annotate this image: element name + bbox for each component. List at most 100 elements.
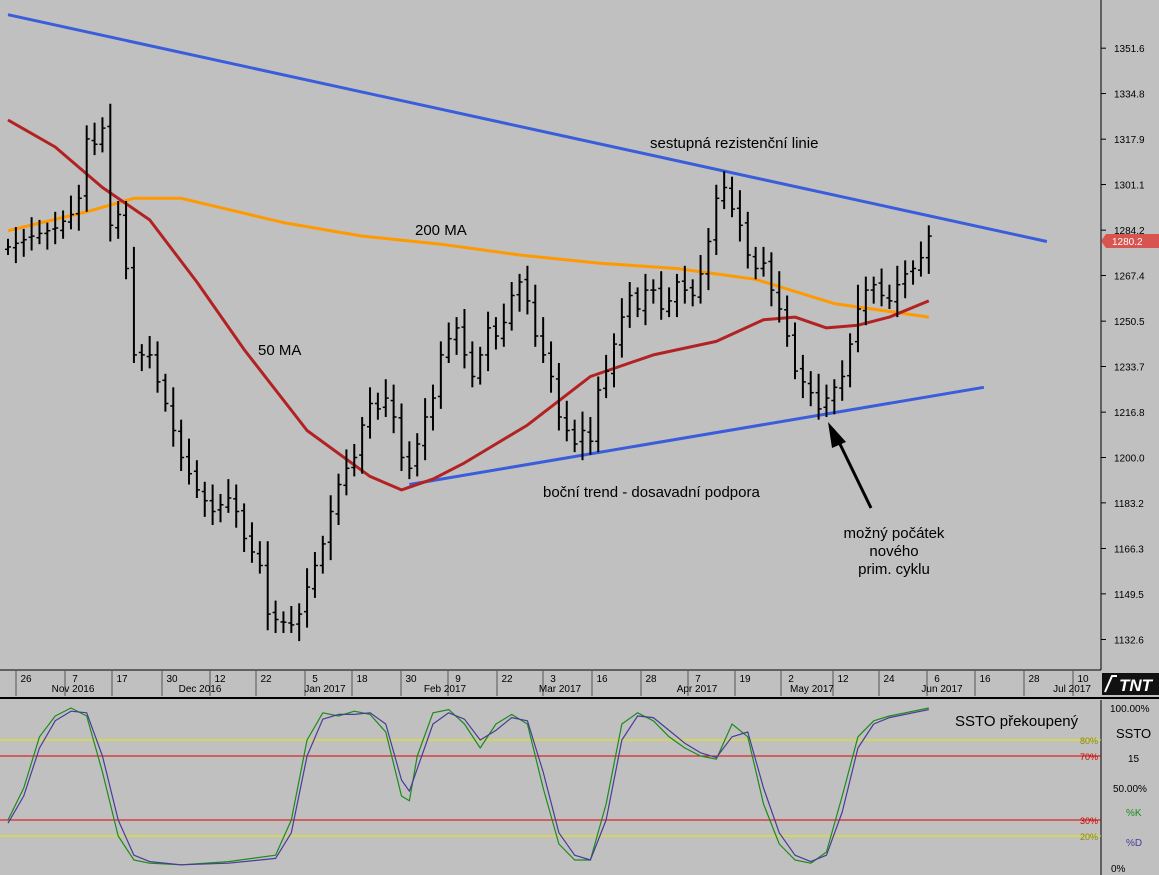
price-bar — [500, 303, 507, 347]
month-label: Apr 2017 — [677, 684, 718, 695]
ma-line-50ma — [7, 118, 930, 492]
price-bar — [193, 460, 200, 498]
price-bar — [91, 122, 98, 156]
price-bar — [784, 295, 791, 347]
day-tick-label: 2 — [788, 674, 794, 685]
day-tick-label: 22 — [501, 674, 513, 685]
price-tick-label: 1284.2 — [1114, 226, 1145, 237]
annotation-ma200: 200 MA — [415, 222, 467, 239]
price-bar — [579, 411, 586, 461]
price-bar — [799, 354, 806, 399]
day-tick-label: 22 — [260, 674, 272, 685]
price-bar — [256, 541, 263, 574]
ssto-tick-50: 50.00% — [1113, 784, 1147, 795]
trendlines — [7, 13, 1048, 486]
price-bar — [894, 265, 901, 318]
time-axis-ticks: 26 7 17 30 12 22 5 18 30 9 22 3 16 28 7 19 2 12 24 6 16 28 10 N… — [15, 670, 1091, 696]
price-bar — [768, 252, 775, 307]
price-bar — [429, 384, 436, 431]
price-bar — [666, 287, 673, 318]
price-tick-label: 1216.8 — [1114, 408, 1145, 419]
price-bar — [815, 373, 822, 420]
price-bar — [902, 260, 909, 299]
day-tick-label: 7 — [72, 674, 78, 685]
price-bar — [382, 379, 389, 417]
ssto-k-legend: %K — [1126, 808, 1142, 819]
price-bar — [209, 484, 216, 525]
price-bar — [870, 276, 877, 304]
ssto-k-line — [7, 707, 929, 866]
ssto-period: 15 — [1128, 754, 1140, 765]
price-bar — [60, 210, 67, 239]
ssto-panel-bg — [0, 700, 1101, 875]
price-bar — [603, 354, 610, 399]
price-bar — [823, 384, 830, 417]
price-bar — [319, 535, 326, 574]
price-bar — [335, 473, 342, 525]
price-bar — [626, 282, 633, 328]
price-bar — [571, 419, 578, 453]
price-bar — [343, 449, 350, 496]
price-bar — [689, 279, 696, 307]
price-bar — [28, 217, 35, 251]
arrow-icon — [828, 422, 873, 509]
price-bar — [296, 603, 303, 642]
price-bar — [878, 268, 885, 307]
price-bar — [186, 438, 193, 485]
price-tick-label: 1233.7 — [1114, 363, 1145, 374]
price-panel-bg — [0, 0, 1101, 670]
ssto-title: SSTO — [1116, 726, 1151, 741]
price-bar — [642, 273, 649, 326]
price-bar — [280, 611, 287, 633]
price-bar — [170, 387, 177, 447]
price-tick-label: 1301.1 — [1114, 181, 1145, 192]
price-bar — [178, 419, 185, 471]
price-bar — [327, 495, 334, 561]
price-bar — [595, 376, 602, 453]
annotation-cycle-line-1: možný počátek — [844, 525, 945, 542]
price-bar — [367, 387, 374, 439]
price-bar — [839, 360, 846, 401]
price-bar — [44, 222, 51, 250]
time-axis-bg — [0, 670, 1159, 696]
price-bar — [516, 273, 523, 312]
price-bar — [75, 184, 82, 231]
price-bar — [445, 322, 452, 363]
price-bar — [713, 184, 720, 255]
arrow-head — [828, 422, 846, 448]
month-label: Nov 2016 — [52, 684, 95, 695]
arrow-shaft — [836, 439, 873, 509]
price-bar — [83, 125, 90, 212]
price-bar — [792, 322, 798, 380]
price-bar — [311, 552, 318, 598]
price-bar — [807, 371, 814, 407]
annotation-ma50: 50 MA — [258, 342, 301, 359]
price-bar — [288, 606, 295, 633]
ssto-tick-100: 100.00% — [1110, 704, 1150, 715]
ssto-annotation: SSTO překoupený — [955, 713, 1079, 730]
price-bar — [697, 255, 704, 304]
price-bar — [390, 384, 397, 434]
ssto-lines — [7, 707, 929, 866]
day-tick-label: 12 — [837, 674, 849, 685]
ssto-level-label: 80% — [1080, 736, 1098, 746]
trendline-support — [409, 385, 985, 486]
price-bar — [831, 379, 838, 415]
price-bar — [12, 227, 19, 264]
price-bar — [304, 568, 311, 628]
logo-text: TNT — [1119, 676, 1154, 695]
month-label: Jul 2017 — [1053, 684, 1091, 695]
annotation-resistance: sestupná rezistenční linie — [650, 135, 818, 152]
ssto-level-label: 20% — [1080, 832, 1098, 842]
price-bar — [658, 271, 665, 320]
price-bar — [587, 417, 594, 455]
price-bar — [272, 600, 279, 633]
month-label: Feb 2017 — [424, 684, 467, 695]
price-bar — [374, 392, 381, 420]
price-bar — [854, 284, 861, 353]
price-bar — [721, 171, 728, 210]
price-bar — [20, 228, 27, 257]
price-bar — [241, 503, 248, 552]
day-tick-label: 12 — [214, 674, 226, 685]
price-bar — [422, 398, 429, 461]
